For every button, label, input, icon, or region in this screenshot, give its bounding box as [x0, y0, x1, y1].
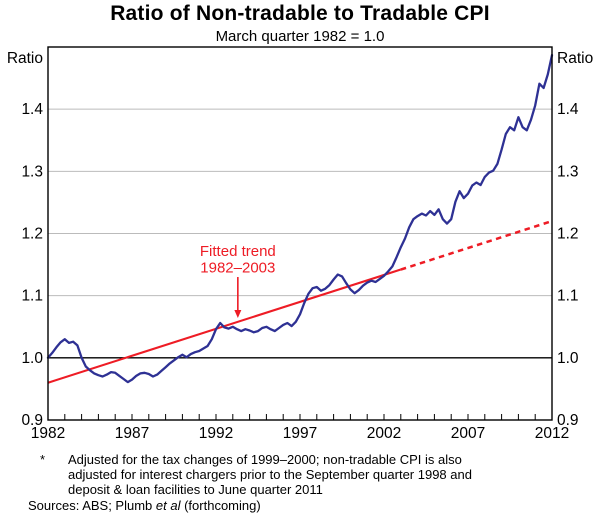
- chart-subtitle: March quarter 1982 = 1.0: [215, 28, 385, 45]
- sources-suffix: (forthcoming): [180, 498, 261, 513]
- non-tradable-tradable-ratio-series: [46, 53, 554, 384]
- x-tick-label: 1987: [115, 425, 149, 442]
- sources-prefix: Sources: ABS; Plumb: [28, 498, 156, 513]
- left-y-tick-label: 0.9: [21, 412, 43, 429]
- footnote-text: Adjusted for the tax changes of 1999–200…: [68, 452, 568, 497]
- chart-title: Ratio of Non-tradable to Tradable CPI: [110, 2, 490, 25]
- x-tick-label: 2007: [451, 425, 485, 442]
- annotation-arrow-head: [234, 310, 242, 319]
- x-tick-label: 1992: [199, 425, 233, 442]
- right-axis-unit-label: Ratio: [557, 50, 593, 67]
- footnote-line: deposit & loan facilities to June quarte…: [68, 482, 323, 497]
- fitted-trend-annotation: 1982–2003: [200, 260, 275, 277]
- x-tick-label: 1982: [31, 425, 65, 442]
- right-y-tick-label: 1.4: [557, 101, 579, 118]
- right-y-tick-label: 1.1: [557, 288, 579, 305]
- fitted-trend-dashed-line: [400, 219, 553, 271]
- footnote-line: adjusted for interest chargers prior to …: [68, 467, 472, 482]
- left-y-tick-label: 1.0: [21, 350, 43, 367]
- footnote-line: Adjusted for the tax changes of 1999–200…: [68, 452, 462, 467]
- x-tick-label: 2002: [367, 425, 401, 442]
- x-tick-label: 1997: [283, 425, 317, 442]
- right-y-tick-label: 1.0: [557, 350, 579, 367]
- right-y-tick-label: 1.3: [557, 163, 579, 180]
- right-y-tick-label: 1.2: [557, 226, 579, 243]
- left-y-tick-label: 1.3: [21, 163, 43, 180]
- sources-et-al: et al: [155, 498, 181, 513]
- x-tick-label: 2012: [535, 425, 569, 442]
- sources-line: Sources: ABS; Plumb et al (forthcoming): [28, 498, 588, 513]
- left-axis-unit-label: Ratio: [7, 50, 43, 67]
- left-y-tick-label: 1.2: [21, 226, 43, 243]
- right-y-tick-label: 0.9: [557, 412, 579, 429]
- plot-frame: [47, 46, 553, 421]
- left-y-tick-label: 1.4: [21, 101, 43, 118]
- left-y-tick-label: 1.1: [21, 288, 43, 305]
- fitted-trend-annotation: Fitted trend: [200, 243, 276, 260]
- footnote-marker: *: [40, 452, 46, 467]
